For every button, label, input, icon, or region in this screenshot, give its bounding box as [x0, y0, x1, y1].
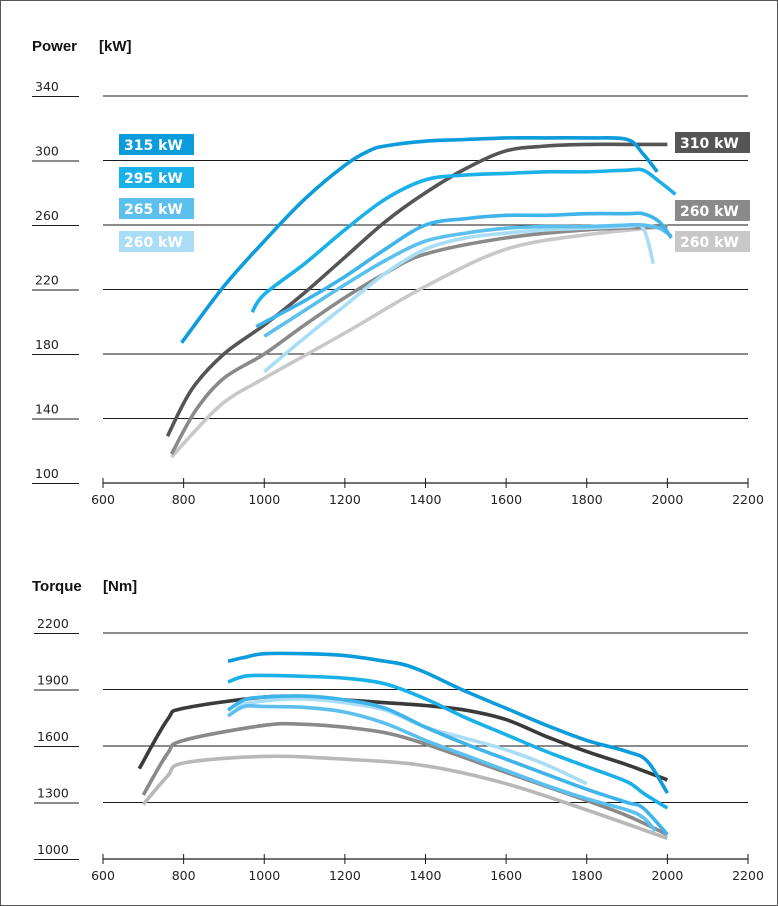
power-ytick-label: 300: [35, 144, 59, 159]
power-xtick-label: 1600: [490, 492, 522, 507]
torque-series-line-6: [226, 694, 669, 836]
power-ytick-label: 220: [35, 273, 59, 288]
power-series-line-2: [169, 224, 668, 455]
power-xtick-label: 1800: [571, 492, 603, 507]
torque-xtick-label: 1400: [410, 868, 442, 883]
torque-chart-unit: [Nm]: [103, 578, 137, 595]
power-xtick-label: 800: [172, 492, 196, 507]
power-right-badge-3: 260 kW: [680, 235, 739, 251]
torque-series-line-1: [141, 754, 668, 840]
power-ytick-label: 140: [35, 402, 59, 417]
torque-ytick-label: 2200: [37, 616, 69, 631]
power-series-line-7: [250, 167, 677, 314]
torque-series-line-8: [227, 651, 669, 795]
torque-xtick-label: 1000: [248, 868, 280, 883]
power-left-badge-1: 315 kW: [124, 138, 183, 154]
power-xtick-label: 2000: [651, 492, 683, 507]
power-right-badge-3-bg: [675, 231, 750, 252]
torque-xtick-label: 1200: [329, 868, 361, 883]
torque-series-line-5: [227, 703, 657, 833]
power-left-badge-3-bg: [119, 198, 194, 219]
torque-ytick-label: 1000: [37, 842, 69, 857]
power-ytick-label: 260: [35, 208, 59, 223]
torque-series-line-7: [227, 673, 669, 810]
power-xtick-label: 1400: [410, 492, 442, 507]
torque-plot-area: 1000 1300 1600 1900 2200 600 800 1000 1200 1400 16…: [34, 616, 764, 883]
power-plot-area: 100 140 180 220 260 300 340 600 800 1000 1200 1400 1…: [32, 79, 764, 507]
power-series-line-1: [170, 224, 668, 459]
power-series-line-6: [255, 211, 673, 329]
torque-xtick-label: 2200: [732, 868, 764, 883]
power-ytick-label: 340: [35, 79, 59, 94]
power-left-badge-2: 295 kW: [124, 171, 183, 187]
power-series-line-3: [165, 142, 668, 438]
torque-chart-title: Torque: [32, 578, 82, 595]
torque-ytick-label: 1900: [37, 673, 69, 688]
power-right-badge-2: 260 kW: [680, 204, 739, 220]
torque-xtick-label: 1800: [571, 868, 603, 883]
power-series-line-8: [180, 136, 659, 344]
torque-series-line-2: [141, 721, 669, 837]
power-right-badge-2-bg: [675, 200, 750, 221]
power-ytick-label: 180: [35, 337, 59, 352]
power-xtick-label: 1200: [329, 492, 361, 507]
power-left-badge-4-bg: [119, 231, 194, 252]
power-ytick-label: 100: [35, 466, 59, 481]
torque-ytick-label: 1600: [37, 729, 69, 744]
power-xtick-label: 1000: [248, 492, 280, 507]
torque-xtick-label: 600: [91, 868, 115, 883]
torque-xtick-label: 2000: [651, 868, 683, 883]
power-right-badge-1: 310 kW: [680, 136, 739, 152]
power-left-badge-1-bg: [119, 134, 194, 155]
power-chart-unit: [kW]: [99, 38, 132, 55]
power-xtick-label: 2200: [732, 492, 764, 507]
torque-xtick-label: 800: [172, 868, 196, 883]
power-left-badge-4: 260 kW: [124, 235, 183, 251]
power-left-badge-2-bg: [119, 167, 194, 188]
power-right-badge-1-bg: [675, 132, 750, 153]
torque-ytick-label: 1300: [37, 786, 69, 801]
torque-xtick-label: 1600: [490, 868, 522, 883]
torque-series-line-3: [137, 694, 669, 782]
power-chart-title: Power: [32, 38, 77, 55]
power-left-badge-3: 265 kW: [124, 202, 183, 218]
power-xtick-label: 600: [91, 492, 115, 507]
power-series-line-5: [263, 222, 673, 338]
